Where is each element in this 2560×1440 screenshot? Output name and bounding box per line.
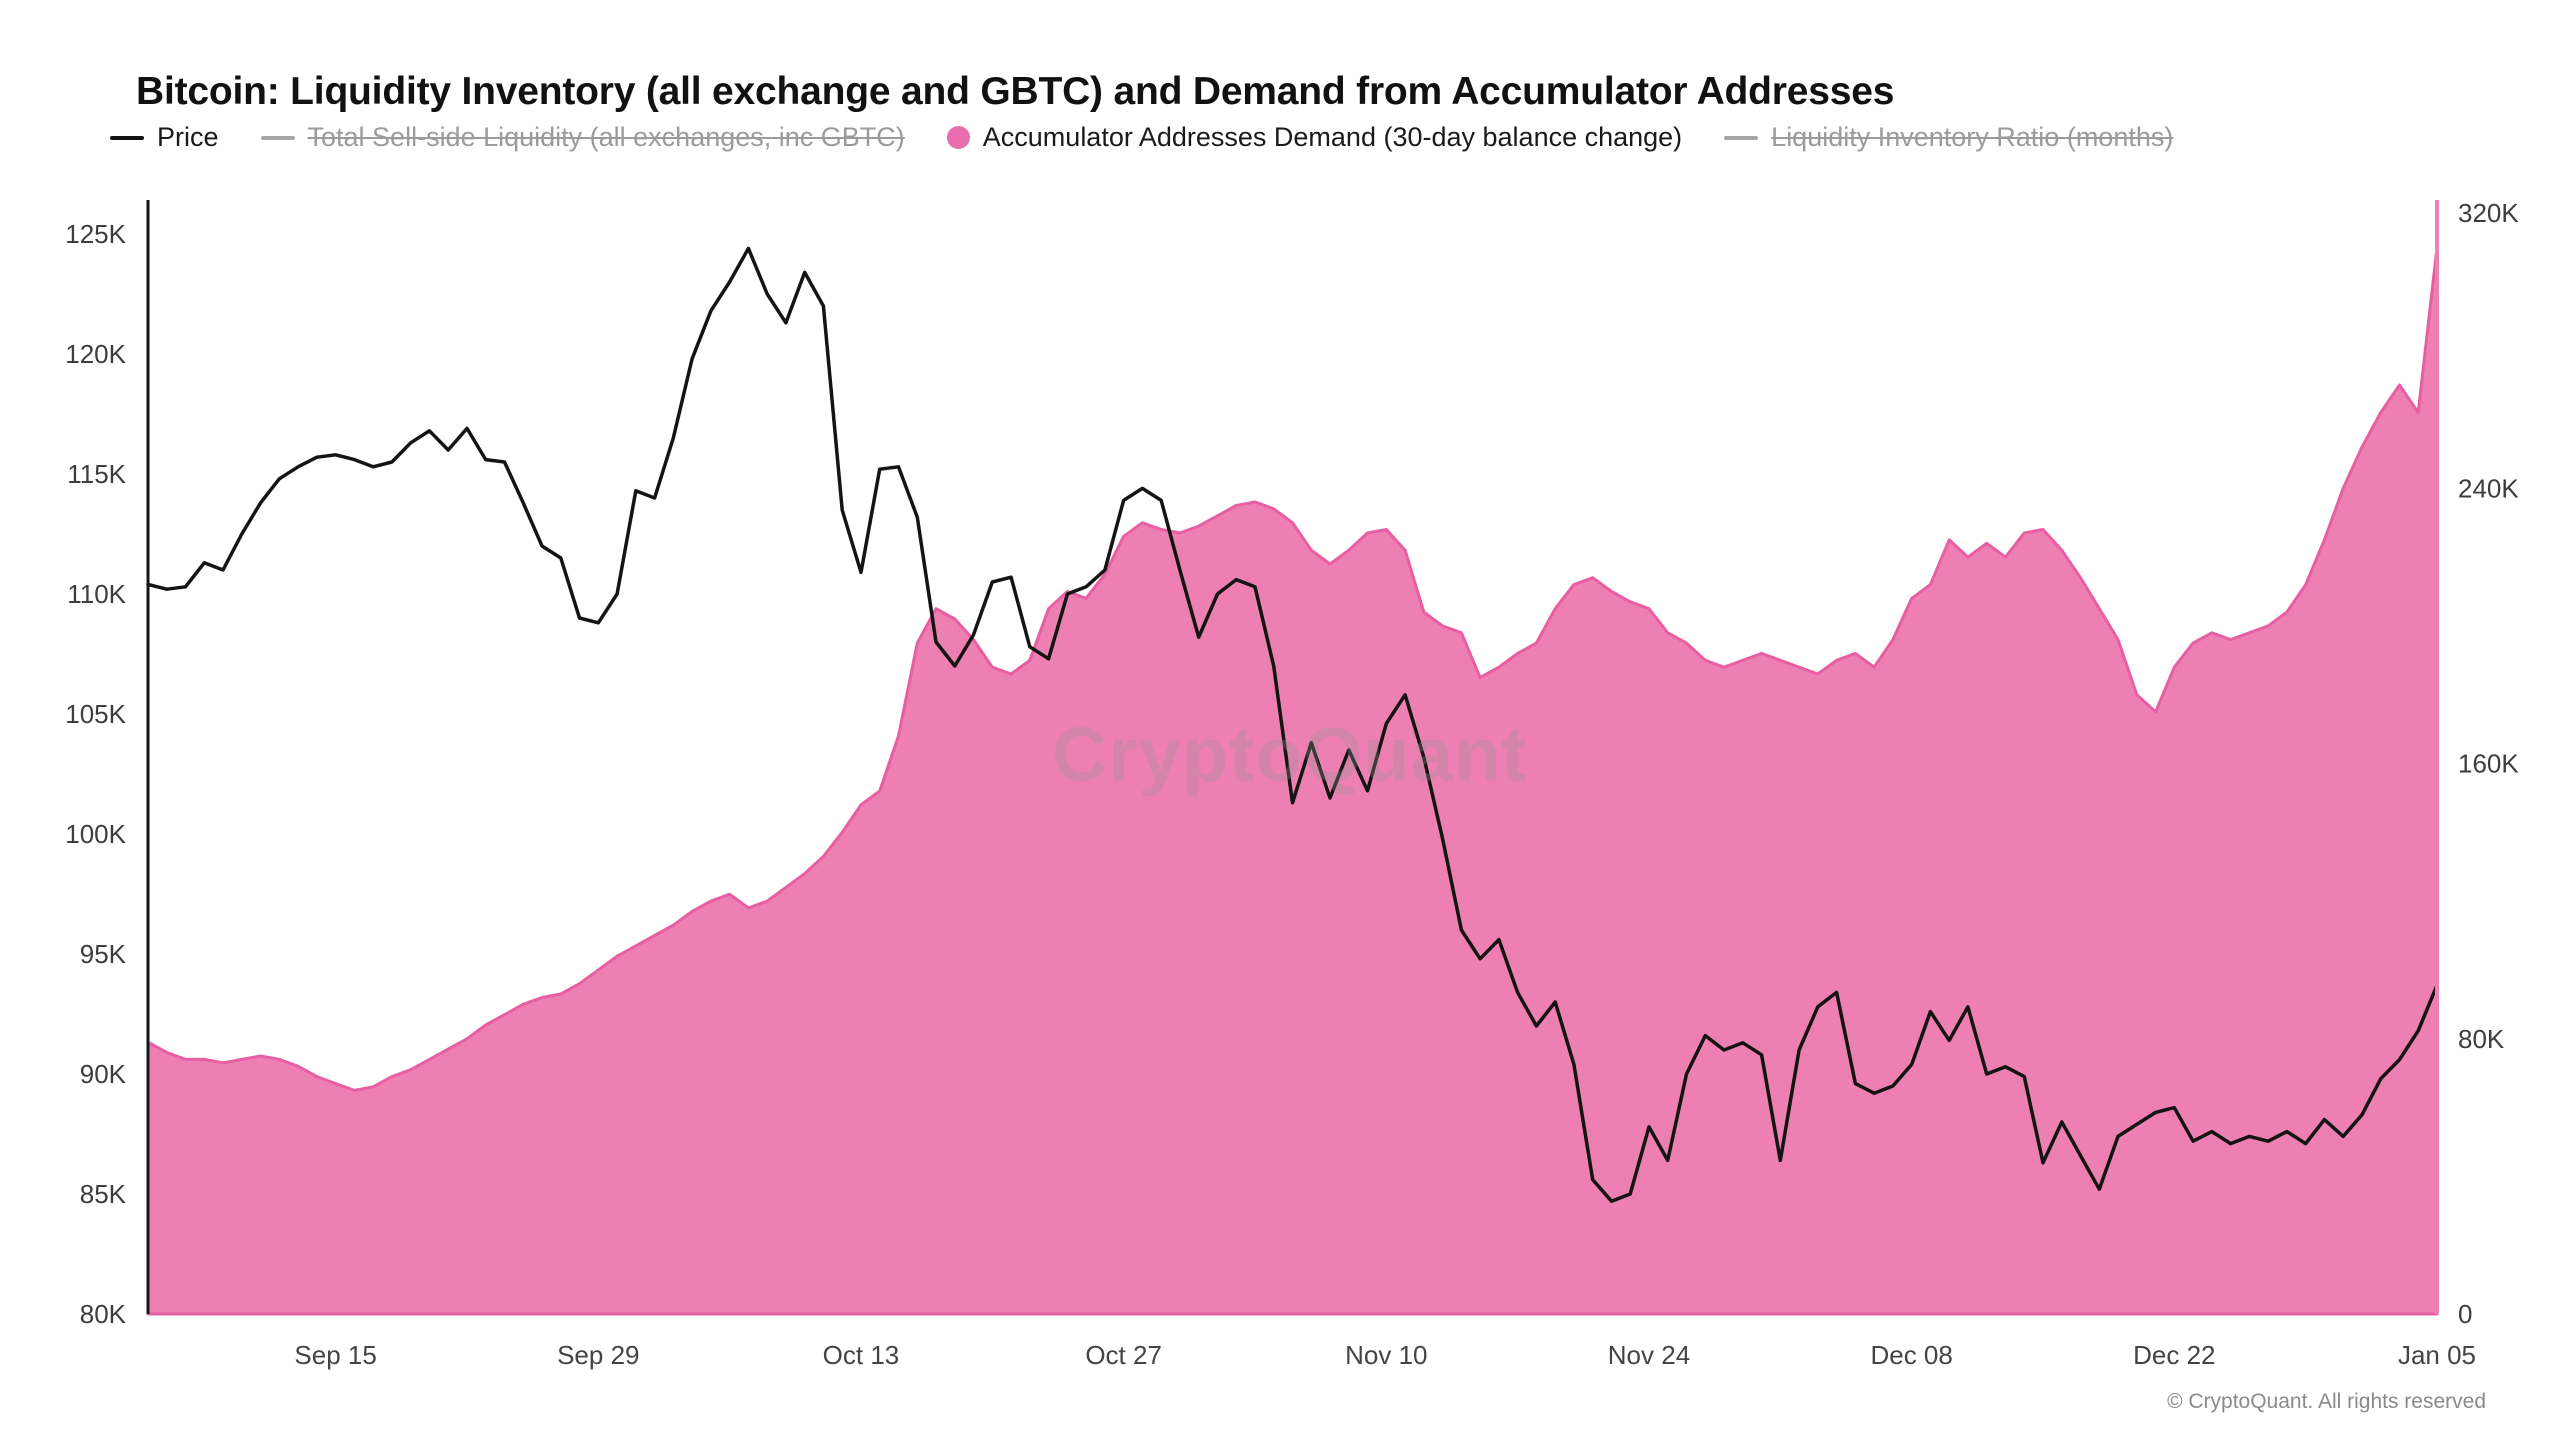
chart-title: Bitcoin: Liquidity Inventory (all exchan… (136, 70, 1895, 114)
left-axis-tick-label: 80K (80, 1299, 127, 1329)
x-axis-tick-label: Nov 24 (1608, 1340, 1690, 1370)
price-line-series (146, 246, 2439, 1203)
left-axis-tick-label: 120K (65, 339, 126, 369)
left-axis-tick-label: 95K (80, 939, 127, 969)
x-axis-tick-label: Dec 22 (2133, 1340, 2215, 1370)
right-axis-tick-label: 320K (2458, 198, 2519, 228)
legend-label: Price (157, 122, 219, 152)
x-axis-tick-label: Dec 08 (1870, 1340, 1952, 1370)
right-axis-tick-label: 240K (2458, 473, 2519, 503)
left-axis-tick-label: 100K (65, 819, 126, 849)
legend-item-3[interactable]: Liquidity Inventory Ratio (months) (1724, 122, 2173, 153)
legend-label: Accumulator Addresses Demand (30-day bal… (982, 122, 1683, 152)
left-axis-tick-label: 105K (65, 699, 126, 729)
left-axis-tick-label: 110K (67, 579, 126, 609)
legend-circle-marker-icon (946, 126, 970, 149)
legend-label: Liquidity Inventory Ratio (months) (1771, 122, 2174, 152)
legend-item-0[interactable]: Price (110, 122, 219, 153)
x-axis-tick-label: Oct 13 (823, 1340, 900, 1370)
left-axis-tick-label: 85K (80, 1179, 127, 1209)
left-axis-tick-label: 115K (67, 459, 126, 489)
copyright-note: © CryptoQuant. All rights reserved (2167, 1390, 2486, 1413)
right-axis-tick-label: 80K (2458, 1024, 2505, 1054)
x-axis-tick-label: Jan 05 (2398, 1340, 2476, 1370)
left-axis-tick-label: 90K (80, 1059, 127, 1089)
legend-line-marker-icon (110, 135, 144, 140)
legend-item-2[interactable]: Accumulator Addresses Demand (30-day bal… (946, 122, 1683, 153)
x-axis-tick-label: Sep 29 (557, 1340, 639, 1370)
x-axis-tick-label: Oct 27 (1085, 1340, 1162, 1370)
right-axis-tick-label: 0 (2458, 1299, 2472, 1329)
legend-line-marker-icon (1724, 135, 1759, 140)
demand-area-series (146, 245, 2439, 1316)
legend-item-1[interactable]: Total Sell-side Liquidity (all exchanges… (260, 122, 905, 153)
x-axis-tick-label: Nov 10 (1345, 1340, 1427, 1370)
legend-line-marker-icon (260, 135, 295, 140)
right-axis-tick-label: 160K (2458, 749, 2519, 779)
legend: Price Total Sell-side Liquidity (all exch… (110, 122, 2173, 153)
left-axis-tick-label: 125K (65, 219, 126, 249)
x-axis-tick-label: Sep 15 (294, 1340, 376, 1370)
legend-label: Total Sell-side Liquidity (all exchanges… (307, 122, 905, 152)
